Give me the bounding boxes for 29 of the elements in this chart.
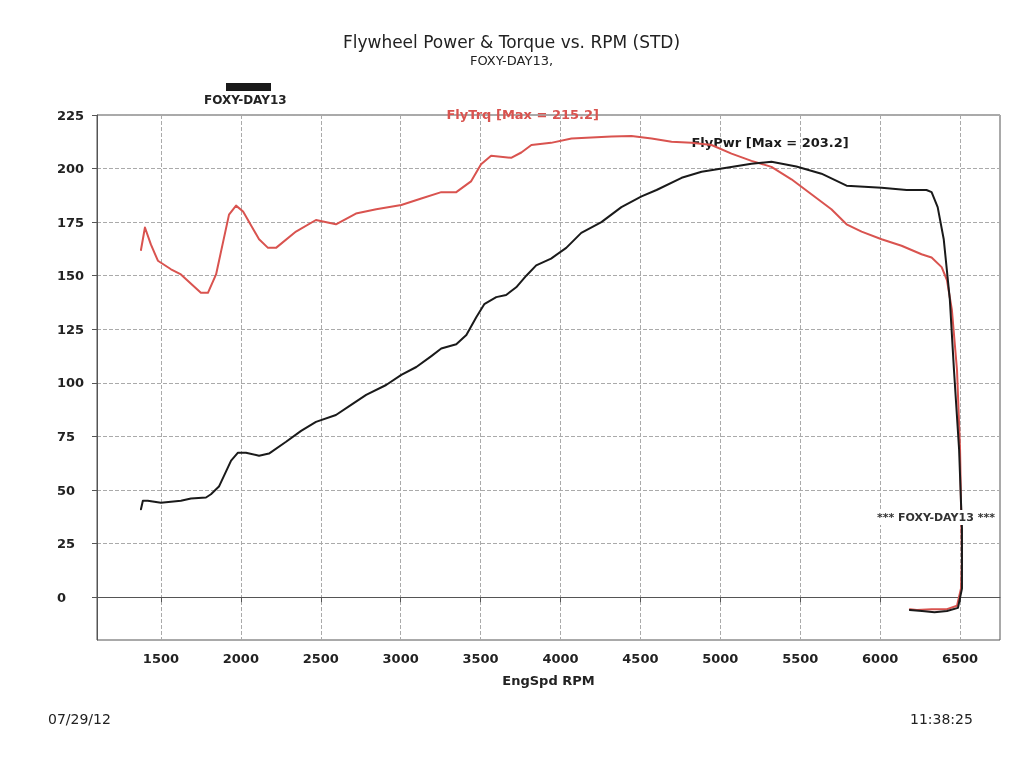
x-axis-title: EngSpd RPM — [502, 673, 595, 688]
x-tick-label: 6500 — [941, 651, 979, 666]
y-tick-label: 50 — [57, 482, 76, 498]
y-tick-label: 125 — [57, 321, 85, 337]
x-tick-label: 2500 — [302, 651, 339, 666]
y-tick-label: 175 — [57, 214, 85, 230]
annotation: *** FOXY-DAY13 *** — [877, 511, 996, 524]
y-tick-label: 75 — [57, 428, 76, 444]
y-tick-label: 0 — [57, 589, 67, 605]
y-tick-label: 225 — [57, 107, 85, 123]
x-tick-label: 4500 — [622, 651, 659, 666]
chart-title: Flywheel Power & Torque vs. RPM (STD) — [342, 31, 681, 52]
x-tick-label: 3500 — [462, 651, 499, 666]
text: 07/29/12 — [48, 711, 111, 727]
text: FOXY-DAY13 — [204, 93, 287, 107]
x-tick-label: 2000 — [222, 651, 259, 666]
y-tick-label: 200 — [57, 161, 85, 177]
x-tick-label: 3000 — [382, 651, 419, 666]
x-tick-label: 5500 — [782, 651, 819, 666]
x-tick-label: 6000 — [862, 651, 899, 666]
x-tick-label: 5000 — [702, 651, 739, 666]
x-tick-label: 4000 — [542, 651, 579, 666]
x-tick-label: 1500 — [142, 651, 180, 666]
y-tick-label: 25 — [57, 536, 76, 552]
chart-subtitle: FOXY-DAY13, — [469, 53, 554, 68]
text: 11:38:25 — [910, 711, 973, 727]
y-tick-label: 150 — [57, 268, 85, 284]
y-tick-label: 100 — [57, 375, 85, 391]
series-label: FlyTrq [Max = 215.2] — [446, 107, 599, 122]
